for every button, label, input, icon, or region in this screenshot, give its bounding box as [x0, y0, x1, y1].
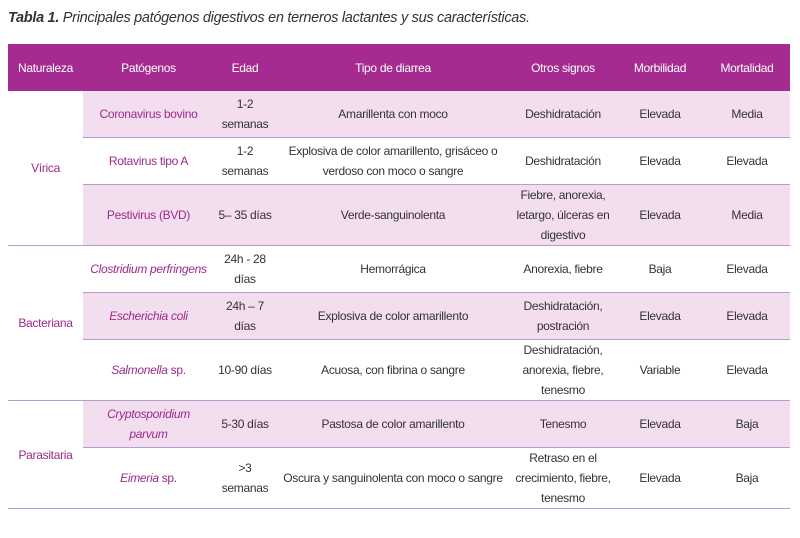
age-cell: 5-30 días — [214, 400, 276, 448]
signs-cell: Tenesmo — [510, 400, 616, 448]
signs-cell: Deshidratación — [510, 137, 616, 185]
morbidity-cell: Variable — [616, 339, 704, 401]
pathogen-genus: Eimeria — [120, 471, 159, 485]
col-header-mortalidad: Mortalidad — [704, 44, 790, 91]
pathogen-genus: Salmonella — [111, 363, 168, 377]
group-virica: Vírica — [8, 91, 83, 246]
signs-cell: Fiebre, anorexia, letargo, úlceras en di… — [510, 184, 616, 246]
table-row: Pestivirus (BVD) 5– 35 días Verde-sangui… — [8, 184, 790, 246]
diarrhea-cell: Oscura y sanguinolenta con moco o sangre — [276, 447, 510, 509]
mortality-cell: Elevada — [704, 137, 790, 185]
diarrhea-cell: Explosiva de color amarillento — [276, 292, 510, 340]
age-cell: 1-2 semanas — [214, 137, 276, 185]
col-header-naturaleza: Naturaleza — [8, 44, 83, 91]
pathogen-suffix: sp. — [158, 471, 177, 485]
mortality-cell: Baja — [704, 447, 790, 509]
header-row: Naturaleza Patógenos Edad Tipo de diarre… — [8, 44, 790, 91]
diarrhea-cell: Acuosa, con fibrina o sangre — [276, 339, 510, 401]
mortality-cell: Elevada — [704, 339, 790, 401]
pathogen-cell: Escherichia coli — [83, 292, 214, 340]
group-bacteriana: Bacteriana — [8, 245, 83, 401]
morbidity-cell: Elevada — [616, 400, 704, 448]
mortality-cell: Elevada — [704, 245, 790, 293]
pathogen-cell: Rotavirus tipo A — [83, 137, 214, 185]
morbidity-cell: Elevada — [616, 91, 704, 138]
signs-cell: Deshidratación, postración — [510, 292, 616, 340]
mortality-cell: Baja — [704, 400, 790, 448]
diarrhea-cell: Verde-sanguinolenta — [276, 184, 510, 246]
morbidity-cell: Baja — [616, 245, 704, 293]
table-row: Eimeria sp. >3 semanas Oscura y sanguino… — [8, 447, 790, 509]
table-row: Escherichia coli 24h – 7 días Explosiva … — [8, 292, 790, 340]
morbidity-cell: Elevada — [616, 184, 704, 246]
diarrhea-cell: Amarillenta con moco — [276, 91, 510, 138]
pathogen-suffix: sp. — [167, 363, 186, 377]
pathogen-cell: Eimeria sp. — [83, 447, 214, 509]
mortality-cell: Elevada — [704, 292, 790, 340]
pathogen-cell: Clostridium perfringens — [83, 245, 214, 293]
pathogen-cell: Coronavirus bovino — [83, 91, 214, 138]
caption-text: Principales patógenos digestivos en tern… — [62, 10, 530, 26]
caption-label: Tabla 1. — [8, 10, 60, 26]
col-header-otros-signos: Otros signos — [510, 44, 616, 91]
age-cell: 24h – 7 días — [214, 292, 276, 340]
age-cell: 5– 35 días — [214, 184, 276, 246]
pathogen-cell: Salmonella sp. — [83, 339, 214, 401]
age-cell: 24h - 28 días — [214, 245, 276, 293]
morbidity-cell: Elevada — [616, 137, 704, 185]
mortality-cell: Media — [704, 184, 790, 246]
age-cell: >3 semanas — [214, 447, 276, 509]
col-header-patogenos: Patógenos — [83, 44, 214, 91]
signs-cell: Anorexia, fiebre — [510, 245, 616, 293]
table-row: Rotavirus tipo A 1-2 semanas Explosiva d… — [8, 137, 790, 185]
pathogen-cell: Pestivirus (BVD) — [83, 184, 214, 246]
morbidity-cell: Elevada — [616, 292, 704, 340]
diarrhea-cell: Pastosa de color amarillento — [276, 400, 510, 448]
mortality-cell: Media — [704, 91, 790, 138]
table-row: Vírica Coronavirus bovino 1-2 semanas Am… — [8, 91, 790, 246]
age-cell: 1-2 semanas — [214, 91, 276, 138]
col-header-tipo-diarrea: Tipo de diarrea — [276, 44, 510, 91]
signs-cell: Deshidratación — [510, 91, 616, 138]
group-parasitaria: Parasitaria — [8, 400, 83, 509]
diarrhea-cell: Explosiva de color amarillento, grisáceo… — [276, 137, 510, 185]
col-header-morbilidad: Morbilidad — [616, 44, 704, 91]
pathogens-table: Naturaleza Patógenos Edad Tipo de diarre… — [8, 44, 790, 509]
table-caption: Tabla 1. Principales patógenos digestivo… — [8, 10, 530, 26]
signs-cell: Retraso en el crecimiento, fiebre, tenes… — [510, 447, 616, 509]
table-row: Salmonella sp. 10-90 días Acuosa, con fi… — [8, 339, 790, 401]
col-header-edad: Edad — [214, 44, 276, 91]
diarrhea-cell: Hemorrágica — [276, 245, 510, 293]
signs-cell: Deshidratación, anorexia, fiebre, tenesm… — [510, 339, 616, 401]
morbidity-cell: Elevada — [616, 447, 704, 509]
table-row: Bacteriana Clostridium perfringens 24h -… — [8, 245, 790, 401]
table-row: Parasitaria Cryptosporidium parvum 5-30 … — [8, 400, 790, 509]
age-cell: 10-90 días — [214, 339, 276, 401]
pathogen-cell: Cryptosporidium parvum — [83, 400, 214, 448]
